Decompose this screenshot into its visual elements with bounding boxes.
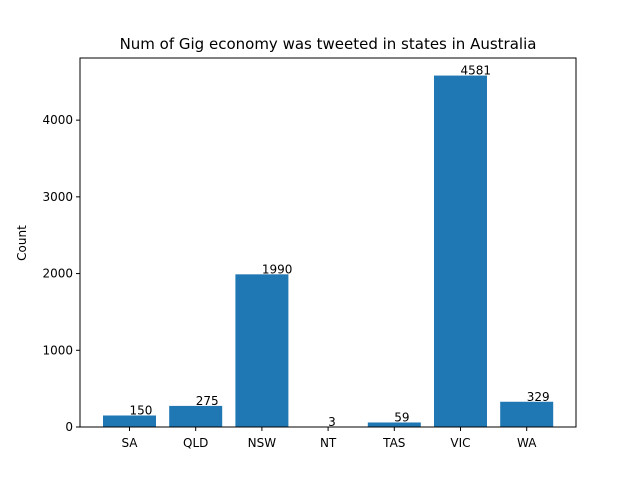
data-label: 150: [130, 403, 153, 417]
y-tick-label: 2000: [42, 267, 73, 281]
y-tick-label: 0: [65, 420, 73, 434]
data-labels-group: 150 275 1990 3 59 4581 329: [130, 64, 550, 429]
plot-frame: [79, 57, 577, 428]
data-label: 329: [527, 390, 550, 404]
y-tick-label: 1000: [42, 343, 73, 357]
x-tick-label: WA: [517, 436, 537, 450]
data-label: 59: [394, 410, 409, 424]
bar-tas: [367, 422, 421, 427]
x-tick-label: NT: [320, 436, 337, 450]
x-tick-label: SA: [121, 436, 138, 450]
y-tick-label: 3000: [42, 190, 73, 204]
y-ticks-group: 0 1000 2000 3000 4000: [42, 113, 80, 434]
x-tick-label: VIC: [450, 436, 470, 450]
x-tick-label: QLD: [183, 436, 208, 450]
chart-title: Num of Gig economy was tweeted in states…: [120, 35, 537, 53]
x-ticks-group: SA QLD NSW NT TAS VIC WA: [121, 427, 537, 450]
bar-nsw: [235, 274, 289, 427]
data-label: 1990: [262, 262, 293, 276]
data-label: 275: [196, 394, 219, 408]
data-label: 3: [328, 415, 336, 429]
bar-wa: [500, 401, 554, 427]
bar-sa: [103, 415, 156, 427]
y-tick-label: 4000: [42, 113, 73, 127]
data-label: 4581: [461, 64, 492, 78]
x-tick-label: NSW: [248, 436, 277, 450]
bar-qld: [169, 405, 223, 427]
y-axis-label: Count: [15, 225, 29, 261]
bars-group: [103, 75, 554, 427]
x-tick-label: TAS: [382, 436, 405, 450]
bar-vic: [434, 75, 487, 427]
